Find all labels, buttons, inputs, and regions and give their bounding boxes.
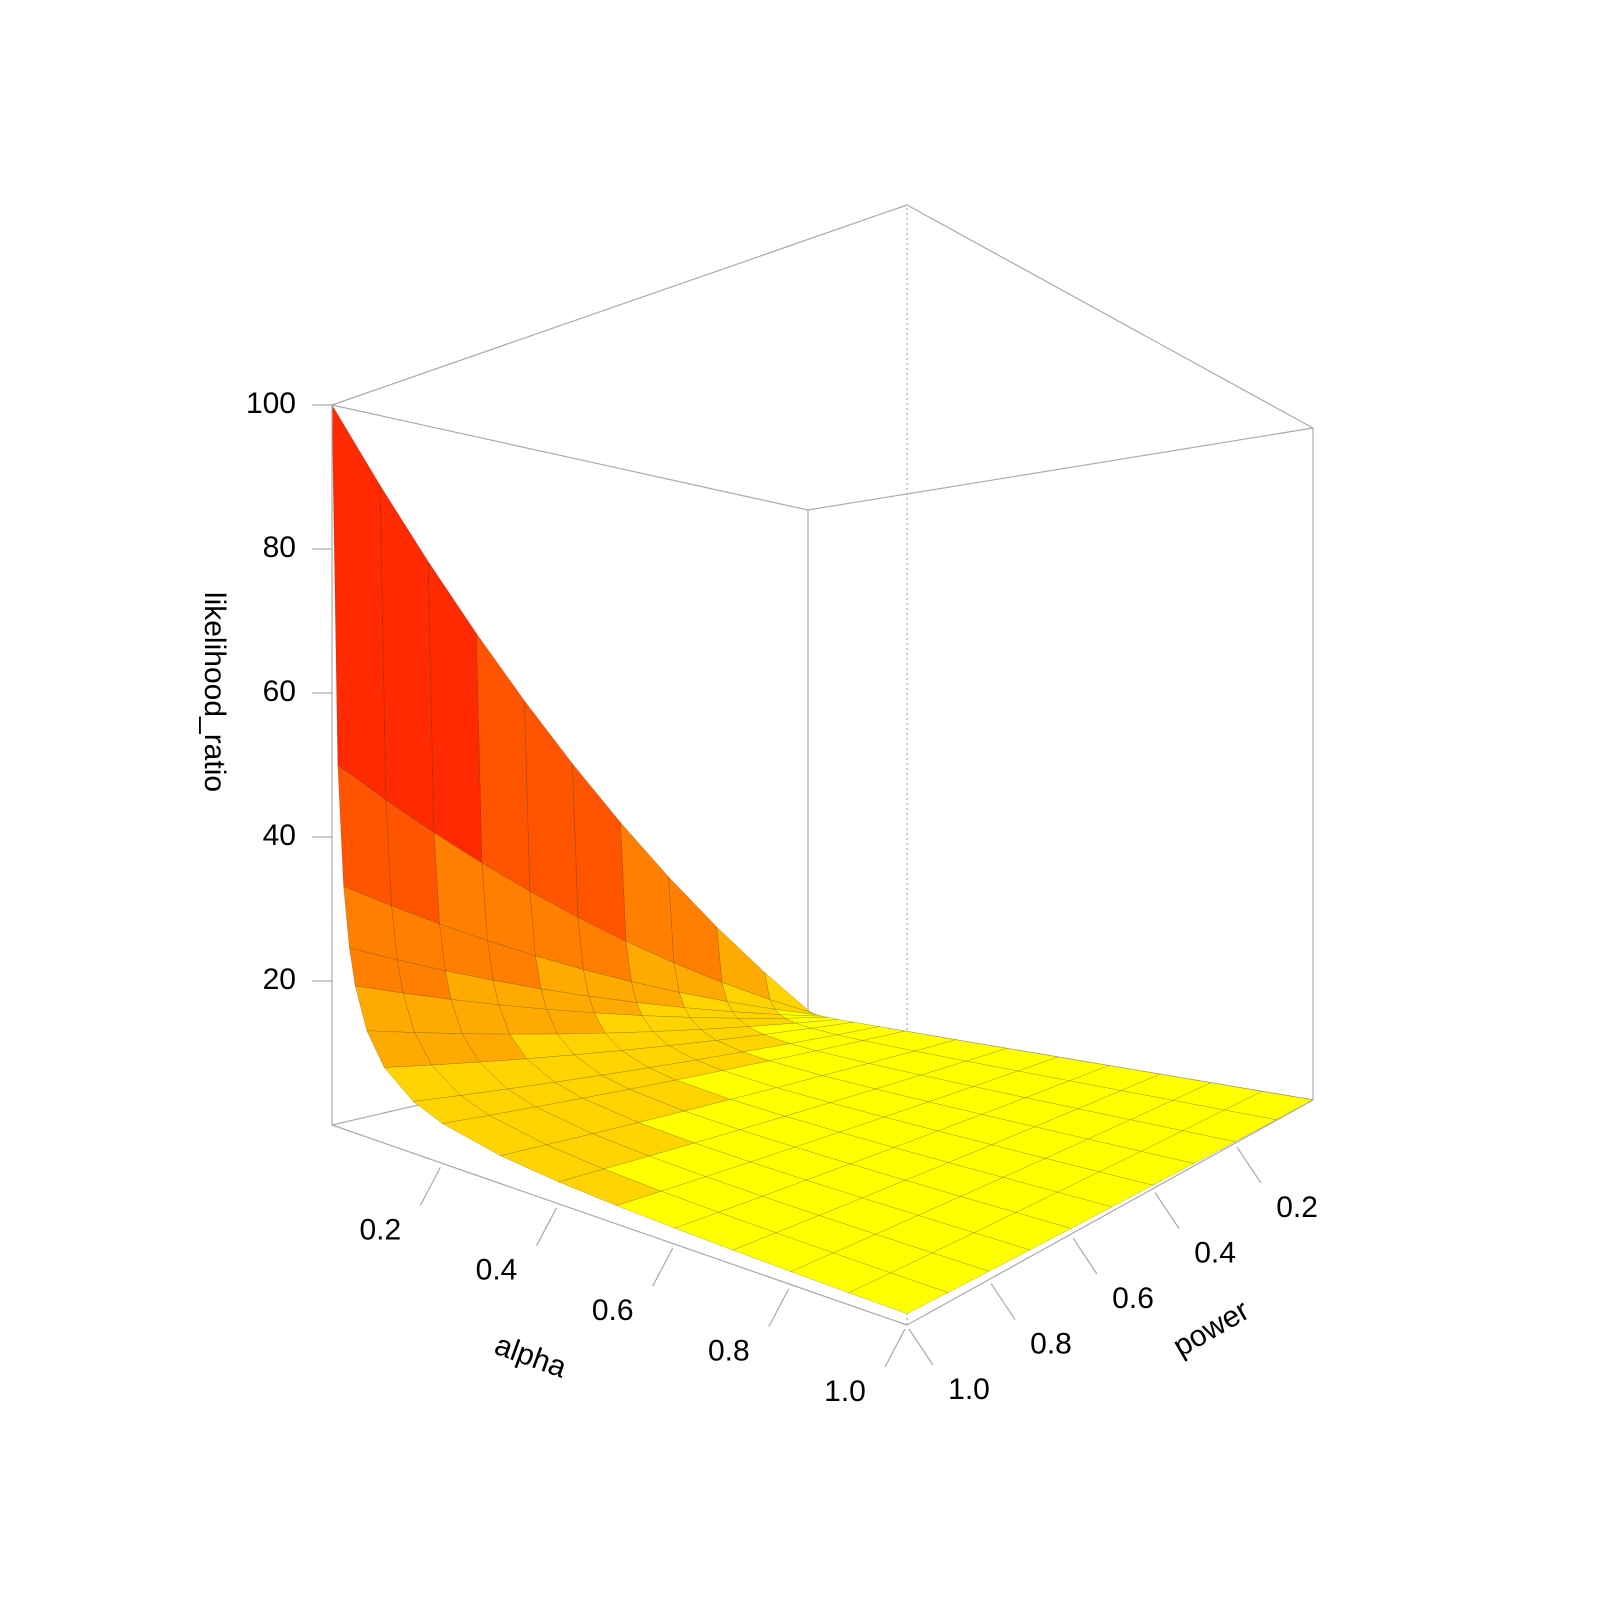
x-tick-label: 0.6 xyxy=(592,1294,634,1327)
y-axis-title: power xyxy=(1168,1294,1255,1363)
y-tick xyxy=(1154,1192,1180,1229)
box-front: 20 40 60 80 100 0.2 0.4 0.6 0.8 1.0 0.2 0.4 0.6 0.8 1.… xyxy=(246,387,1318,1408)
y-tick-label: 0.8 xyxy=(1030,1327,1072,1360)
x-tick-label: 1.0 xyxy=(824,1375,866,1408)
x-axis-title: alpha xyxy=(490,1328,571,1384)
x-tick xyxy=(884,1328,906,1368)
surface xyxy=(331,404,1314,1314)
z-tick-label: 100 xyxy=(246,387,296,420)
y-tick xyxy=(1072,1237,1098,1275)
z-tick-label: 20 xyxy=(263,963,296,996)
z-tick-label: 80 xyxy=(263,531,296,564)
x-tick-label: 0.4 xyxy=(476,1254,518,1287)
y-tick xyxy=(1236,1146,1262,1184)
y-tick xyxy=(990,1283,1016,1320)
x-tick xyxy=(535,1207,558,1247)
surface-facet xyxy=(524,700,578,918)
surface-facet xyxy=(379,484,434,833)
y-tick-label: 0.2 xyxy=(1276,1191,1318,1224)
x-tick xyxy=(652,1247,674,1287)
surface-facet xyxy=(848,1272,949,1314)
box-edge xyxy=(906,1099,1314,1326)
surface-facet xyxy=(476,632,530,892)
box-edge xyxy=(331,204,908,406)
z-tick-label: 40 xyxy=(263,819,296,852)
box-edge xyxy=(331,1124,908,1326)
y-tick-label: 1.0 xyxy=(948,1373,990,1406)
x-tick-label: 0.2 xyxy=(359,1213,401,1246)
box-edge xyxy=(331,404,809,511)
surface-facet xyxy=(572,763,626,942)
y-tick xyxy=(908,1328,934,1366)
x-tick-label: 0.8 xyxy=(708,1335,750,1368)
surface-facet xyxy=(620,822,675,964)
x-tick xyxy=(768,1288,790,1327)
box-edge xyxy=(807,427,1314,511)
box-edge xyxy=(906,204,1314,429)
z-tick-label: 60 xyxy=(263,675,296,708)
y-tick-label: 0.4 xyxy=(1194,1237,1236,1270)
z-axis-title: likelihood_ratio xyxy=(198,592,231,792)
surface-facet xyxy=(428,561,482,864)
x-tick xyxy=(419,1167,441,1206)
y-tick-label: 0.6 xyxy=(1112,1282,1154,1315)
surface-facet xyxy=(331,404,386,801)
